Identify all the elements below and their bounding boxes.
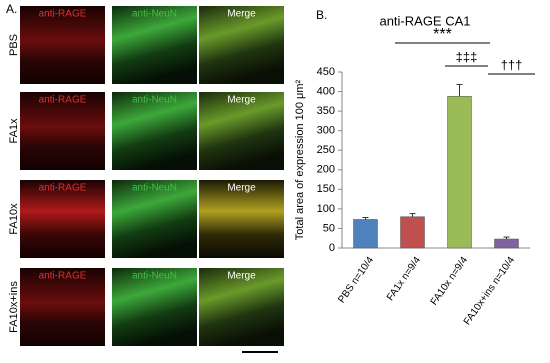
micrograph (199, 6, 284, 84)
channel-label: Merge (227, 183, 256, 194)
y-tick-label: 100 (317, 203, 335, 215)
bar (400, 216, 425, 249)
micrograph (20, 6, 105, 84)
micrograph (20, 268, 105, 346)
row-label: FA1x (8, 118, 20, 144)
significance-mark: ††† (501, 57, 523, 72)
micrograph (112, 92, 197, 170)
x-tick-label: PBS n=10/4 (336, 255, 376, 306)
row-label: FA10x (8, 203, 20, 235)
channel-label: anti-NeuN (132, 271, 177, 282)
panel-label: A. (6, 2, 17, 16)
chart-title: anti-RAGE CA1 (379, 13, 470, 28)
y-tick-label: 300 (317, 125, 335, 137)
channel-label: Merge (227, 95, 256, 106)
y-tick-label: 50 (323, 222, 335, 234)
y-tick-label: 350 (317, 105, 335, 117)
bar (494, 238, 519, 249)
micrograph (112, 180, 197, 258)
panel-label: B. (316, 8, 327, 22)
significance-mark: *** (433, 26, 452, 43)
micrograph (199, 268, 284, 346)
micrograph (112, 6, 197, 84)
y-tick-label: 400 (317, 85, 335, 97)
y-tick-label: 200 (317, 164, 335, 176)
significance-mark: ‡‡‡ (456, 49, 478, 64)
channel-label: anti-RAGE (39, 9, 87, 20)
micrograph (112, 268, 197, 346)
x-tick-label: FA1x n=9/4 (385, 255, 423, 303)
channel-label: anti-NeuN (132, 95, 177, 106)
channel-label: anti-RAGE (39, 271, 87, 282)
micrograph (20, 180, 105, 258)
y-tick-label: 0 (329, 242, 335, 254)
row-label: FA10x+ins (8, 281, 20, 333)
micrograph (199, 180, 284, 258)
channel-label: anti-NeuN (132, 183, 177, 194)
channel-label: anti-RAGE (39, 183, 87, 194)
channel-label: Merge (227, 9, 256, 20)
channel-label: Merge (227, 271, 256, 282)
y-tick-label: 150 (317, 183, 335, 195)
y-tick-label: 450 (317, 66, 335, 78)
channel-label: anti-NeuN (132, 9, 177, 20)
y-axis-label: Total area of expression 100 μm² (294, 79, 306, 240)
micrograph (199, 92, 284, 170)
bar (447, 95, 472, 249)
micrograph (20, 92, 105, 170)
row-label: PBS (8, 34, 20, 56)
x-tick-label: FA10x+ins n=10/4 (462, 255, 518, 328)
x-tick-label: FA10x n=9/4 (429, 255, 471, 308)
channel-label: anti-RAGE (39, 95, 87, 106)
bar (353, 219, 378, 249)
y-tick-label: 250 (317, 144, 335, 156)
